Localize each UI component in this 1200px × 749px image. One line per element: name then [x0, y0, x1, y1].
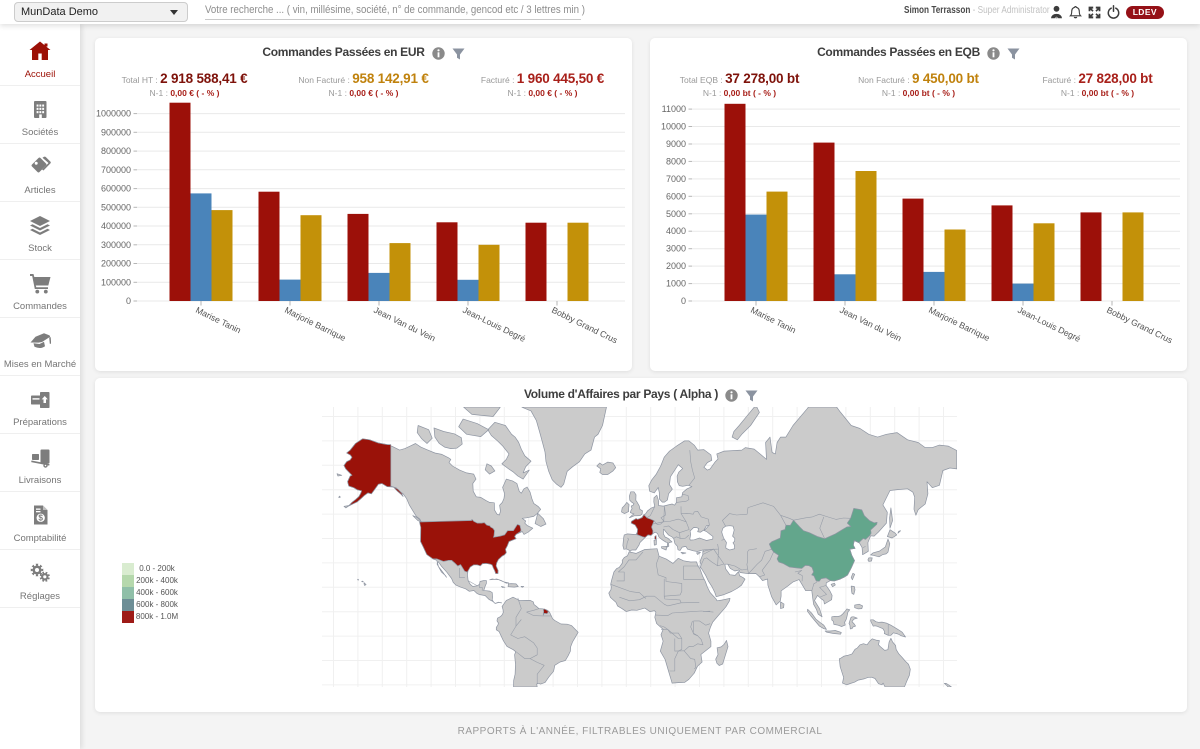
svg-text:Marjorie Barrique: Marjorie Barrique [283, 305, 347, 343]
svg-text:Jean-Louis Degré: Jean-Louis Degré [1016, 305, 1082, 344]
svg-text:Bobby Grand Crus: Bobby Grand Crus [550, 305, 620, 346]
svg-text:300000: 300000 [101, 240, 131, 250]
svg-text:10000: 10000 [661, 122, 686, 132]
svg-text:Bobby Grand Crus: Bobby Grand Crus [1105, 305, 1175, 346]
svg-text:8000: 8000 [666, 156, 686, 166]
svg-text:500000: 500000 [101, 202, 131, 212]
svg-text:Marjorie Barrique: Marjorie Barrique [927, 305, 991, 343]
svg-text:2000: 2000 [666, 261, 686, 271]
svg-text:4000: 4000 [666, 226, 686, 236]
svg-text:100000: 100000 [101, 277, 131, 287]
svg-text:1000: 1000 [666, 279, 686, 289]
svg-text:6000: 6000 [666, 191, 686, 201]
svg-text:7000: 7000 [666, 174, 686, 184]
svg-text:3000: 3000 [666, 244, 686, 254]
svg-text:$: $ [38, 514, 43, 523]
svg-text:600000: 600000 [101, 184, 131, 194]
svg-text:800000: 800000 [101, 146, 131, 156]
svg-text:11000: 11000 [662, 104, 686, 114]
svg-text:5000: 5000 [666, 209, 686, 219]
svg-text:Marise Tanin: Marise Tanin [194, 305, 243, 336]
svg-text:900000: 900000 [101, 127, 131, 137]
svg-text:Jean Van du Vein: Jean Van du Vein [372, 305, 437, 344]
svg-text:1000000: 1000000 [96, 109, 131, 119]
svg-text:9000: 9000 [666, 139, 686, 149]
svg-text:Marise Tanin: Marise Tanin [749, 305, 798, 336]
svg-text:0: 0 [126, 296, 131, 306]
svg-text:Jean Van du Vein: Jean Van du Vein [838, 305, 903, 344]
svg-text:400000: 400000 [101, 221, 131, 231]
svg-text:0: 0 [681, 296, 686, 306]
svg-text:700000: 700000 [101, 165, 131, 175]
svg-text:Jean-Louis Degré: Jean-Louis Degré [461, 305, 527, 344]
svg-text:200000: 200000 [101, 259, 131, 269]
